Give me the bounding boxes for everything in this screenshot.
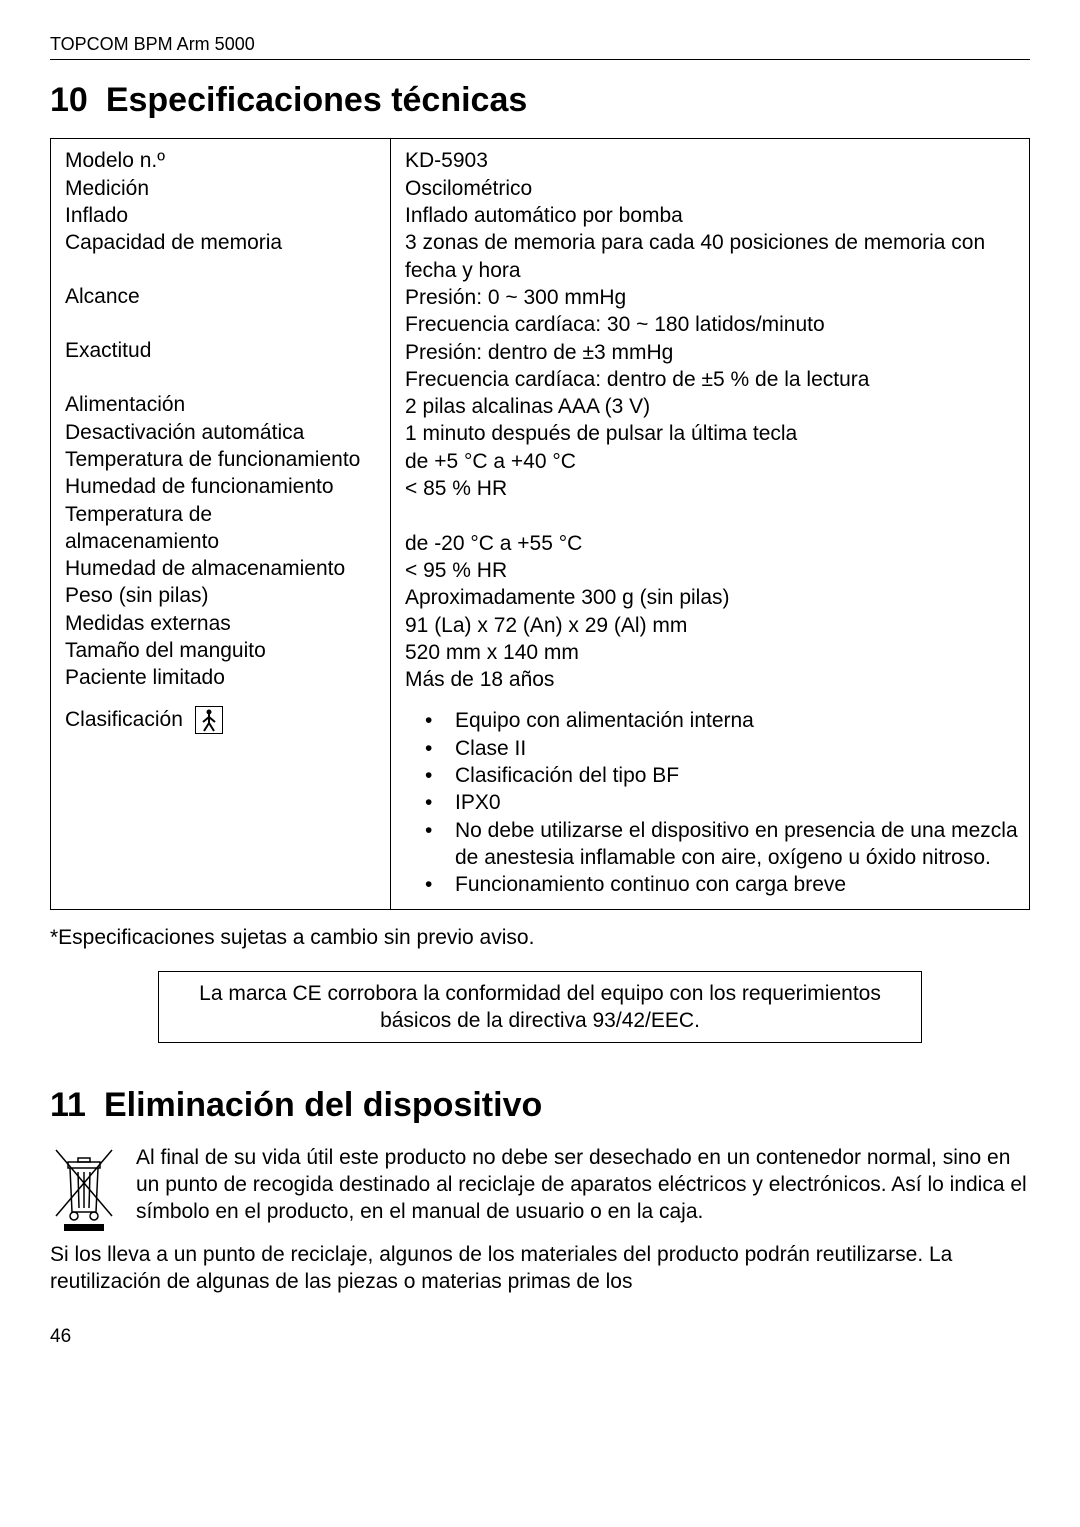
specifications-footnote: *Especificaciones sujetas a cambio sin p…: [50, 924, 1030, 951]
spec-values-column: KD-5903 Oscilométrico Inflado automático…: [391, 139, 1029, 908]
spec-label: Paciente limitado: [65, 664, 380, 691]
classification-item: IPX0: [425, 789, 1019, 816]
spec-label: Humedad de almacenamiento: [65, 555, 380, 582]
spec-value: [405, 502, 1019, 529]
spec-label: Desactivación automática: [65, 419, 380, 446]
classification-item: Equipo con alimentación interna: [425, 707, 1019, 734]
spec-value: de -20 °C a +55 °C: [405, 530, 1019, 557]
classification-item: Clasificación del tipo BF: [425, 762, 1019, 789]
spec-label: Medición: [65, 175, 380, 202]
spec-value: Más de 18 años: [405, 666, 1019, 693]
spec-label: Alimentación: [65, 391, 380, 418]
classification-list: Equipo con alimentación interna Clase II…: [405, 707, 1019, 898]
page-number: 46: [50, 1325, 1030, 1350]
spec-value: < 95 % HR: [405, 557, 1019, 584]
weee-bin-icon: [50, 1144, 122, 1241]
type-bf-icon: [195, 706, 223, 734]
spec-label-classification: Clasificación: [65, 706, 380, 734]
spec-value: Inflado automático por bomba: [405, 202, 1019, 229]
spec-value: < 85 % HR: [405, 475, 1019, 502]
spec-value: 520 mm x 140 mm: [405, 639, 1019, 666]
section-10-number: 10: [50, 78, 88, 122]
spec-label: Capacidad de memoria: [65, 229, 380, 283]
spec-value: Presión: 0 ~ 300 mmHg: [405, 284, 1019, 311]
classification-item: No debe utilizarse el dispositivo en pre…: [425, 817, 1019, 872]
spec-label: Humedad de funcionamiento: [65, 473, 380, 500]
spec-label: Modelo n.º: [65, 147, 380, 174]
spec-value: 1 minuto después de pulsar la última tec…: [405, 420, 1019, 447]
spec-label: Tamaño del manguito: [65, 637, 380, 664]
section-11-heading: 11 Eliminación del dispositivo: [50, 1083, 1030, 1127]
disposal-paragraph-1: Al final de su vida útil este producto n…: [136, 1144, 1030, 1226]
spec-value: Presión: dentro de ±3 mmHg: [405, 339, 1019, 366]
section-10-heading: 10 Especificaciones técnicas: [50, 78, 1030, 122]
spec-value: de +5 °C a +40 °C: [405, 448, 1019, 475]
section-11-title: Eliminación del dispositivo: [104, 1086, 542, 1124]
spec-label: Inflado: [65, 202, 380, 229]
spec-label: Alcance: [65, 283, 380, 337]
ce-conformity-box: La marca CE corrobora la conformidad del…: [158, 971, 922, 1044]
spec-label: Peso (sin pilas): [65, 582, 380, 609]
ce-text: La marca CE corrobora la conformidad del…: [199, 982, 881, 1032]
spec-label: Temperatura de: [65, 501, 380, 528]
page-header: TOPCOM BPM Arm 5000: [50, 30, 1030, 60]
spec-value: 3 zonas de memoria para cada 40 posicion…: [405, 229, 1019, 284]
section-10-title: Especificaciones técnicas: [106, 81, 527, 119]
section-11-number: 11: [50, 1083, 86, 1127]
spec-value: Frecuencia cardíaca: dentro de ±5 % de l…: [405, 366, 1019, 393]
classification-item: Funcionamiento continuo con carga breve: [425, 871, 1019, 898]
spec-value: 2 pilas alcalinas AAA (3 V): [405, 393, 1019, 420]
disposal-section: Al final de su vida útil este producto n…: [50, 1144, 1030, 1296]
spec-label: Medidas externas: [65, 610, 380, 637]
disposal-paragraph-2: Si los lleva a un punto de reciclaje, al…: [50, 1241, 1030, 1296]
spec-value: Frecuencia cardíaca: 30 ~ 180 latidos/mi…: [405, 311, 1019, 338]
spec-labels-column: Modelo n.º Medición Inflado Capacidad de…: [51, 139, 391, 908]
spec-value: Aproximadamente 300 g (sin pilas): [405, 584, 1019, 611]
spec-value: KD-5903: [405, 147, 1019, 174]
spec-label: Temperatura de funcionamiento: [65, 446, 380, 473]
classification-item: Clase II: [425, 735, 1019, 762]
product-name: TOPCOM BPM Arm 5000: [50, 34, 255, 54]
specifications-table: Modelo n.º Medición Inflado Capacidad de…: [50, 138, 1030, 909]
spec-label: Exactitud: [65, 337, 380, 391]
spec-value: Oscilométrico: [405, 175, 1019, 202]
classification-label-text: Clasificación: [65, 708, 183, 731]
spec-value: 91 (La) x 72 (An) x 29 (Al) mm: [405, 612, 1019, 639]
spec-label: almacenamiento: [65, 528, 380, 555]
